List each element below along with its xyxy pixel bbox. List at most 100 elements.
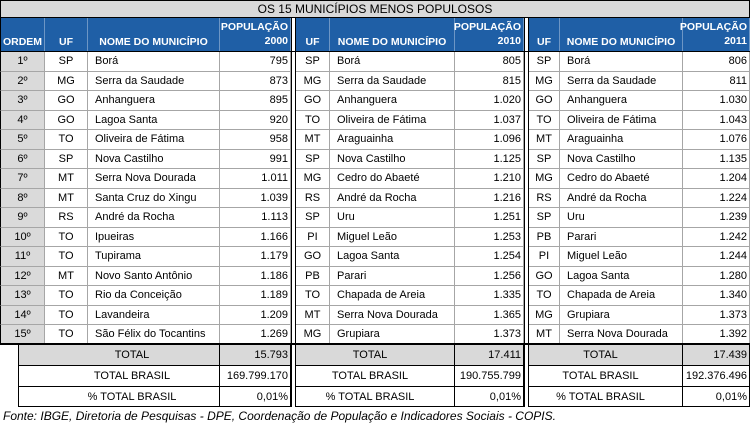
- uf-cell: RS: [296, 188, 330, 208]
- uf-cell: TO: [529, 110, 560, 130]
- municipio-cell: Borá: [330, 52, 455, 72]
- group-separator: [524, 52, 529, 72]
- ordem-cell: 7º: [0, 169, 45, 189]
- group-separator: [524, 18, 529, 51]
- populacao-cell: 795: [220, 52, 291, 72]
- municipio-cell: Serra Nova Dourada: [88, 169, 220, 189]
- uf-cell: GO: [45, 110, 88, 130]
- municipio-cell: Tupirama: [88, 247, 220, 267]
- uf-cell: MT: [45, 169, 88, 189]
- uf-cell: TO: [296, 110, 330, 130]
- populacao-cell: 1.210: [455, 169, 524, 189]
- municipio-cell: Nova Castilho: [88, 149, 220, 169]
- total-label: TOTAL: [296, 345, 455, 366]
- uf-cell: PB: [529, 227, 560, 247]
- populacao-cell: 1.365: [455, 305, 524, 325]
- col-header-municipio: NOME DO MUNICÍPIO: [330, 18, 455, 51]
- col-header-populacao-label: POPULAÇÃO: [453, 21, 521, 33]
- percent-brasil-label: % TOTAL BRASIL: [18, 387, 220, 407]
- municipio-cell: Oliveira de Fátima: [330, 110, 455, 130]
- uf-cell: GO: [529, 91, 560, 111]
- ordem-cell: 10º: [0, 227, 45, 247]
- uf-cell: RS: [45, 208, 88, 228]
- populacao-cell: 1.179: [220, 247, 291, 267]
- total-brasil-value: 190.755.799: [455, 366, 524, 387]
- municipio-cell: Araguainha: [560, 130, 683, 150]
- municipio-cell: Serra da Saudade: [560, 71, 683, 91]
- municipio-cell: Rio da Conceição: [88, 286, 220, 306]
- uf-cell: MG: [296, 71, 330, 91]
- ordem-cell: 5º: [0, 130, 45, 150]
- uf-cell: MT: [45, 266, 88, 286]
- group-separator: [524, 345, 529, 366]
- municipio-cell: Serra Nova Dourada: [560, 325, 683, 343]
- ordem-cell: 12º: [0, 266, 45, 286]
- municipio-cell: Serra da Saudade: [330, 71, 455, 91]
- group-separator: [291, 169, 296, 189]
- table-row: 7º MT Serra Nova Dourada 1.011 MG Cedro do Ab…: [0, 169, 750, 189]
- header-row: ORDEM UF NOME DO MUNICÍPIO POPULAÇÃO 200…: [0, 18, 750, 52]
- uf-cell: PI: [529, 247, 560, 267]
- table-row: 2º MG Serra da Saudade 873 MG Serra da Saudad…: [0, 71, 750, 91]
- municipio-cell: André da Rocha: [88, 208, 220, 228]
- ordem-cell: 4º: [0, 110, 45, 130]
- ordem-cell: 9º: [0, 208, 45, 228]
- uf-cell: TO: [45, 305, 88, 325]
- uf-cell: MG: [529, 169, 560, 189]
- populacao-cell: 920: [220, 110, 291, 130]
- col-header-year: 2000: [264, 35, 288, 47]
- municipio-cell: Oliveira de Fátima: [560, 110, 683, 130]
- populacao-cell: 1.039: [220, 188, 291, 208]
- total-brasil-value: 192.376.496: [683, 366, 750, 387]
- uf-cell: MT: [296, 305, 330, 325]
- municipio-cell: Novo Santo Antônio: [88, 266, 220, 286]
- total-value: 15.793: [220, 345, 291, 366]
- percent-brasil-label: % TOTAL BRASIL: [529, 387, 683, 407]
- uf-cell: TO: [45, 325, 88, 343]
- uf-cell: GO: [529, 266, 560, 286]
- group-separator: [291, 247, 296, 267]
- group-separator: [291, 325, 296, 343]
- blank-cell: [0, 366, 18, 387]
- group-separator: [291, 149, 296, 169]
- uf-cell: SP: [529, 208, 560, 228]
- populacao-cell: 1.239: [683, 208, 750, 228]
- populacao-cell: 873: [220, 71, 291, 91]
- uf-cell: SP: [529, 149, 560, 169]
- uf-cell: TO: [45, 247, 88, 267]
- populacao-cell: 1.076: [683, 130, 750, 150]
- municipio-cell: Oliveira de Fátima: [88, 130, 220, 150]
- municipio-cell: Cedro do Abaeté: [330, 169, 455, 189]
- group-separator: [524, 266, 529, 286]
- uf-cell: PB: [296, 266, 330, 286]
- municipio-cell: Anhanguera: [330, 91, 455, 111]
- group-separator: [291, 387, 296, 407]
- uf-cell: TO: [296, 286, 330, 306]
- uf-cell: GO: [45, 91, 88, 111]
- uf-cell: GO: [296, 247, 330, 267]
- group-separator: [524, 366, 529, 387]
- municipio-cell: Borá: [560, 52, 683, 72]
- ordem-cell: 13º: [0, 286, 45, 306]
- col-header-municipio: NOME DO MUNICÍPIO: [88, 18, 220, 51]
- total-label: TOTAL: [18, 345, 220, 366]
- total-brasil-label: TOTAL BRASIL: [529, 366, 683, 387]
- populacao-cell: 1.251: [455, 208, 524, 228]
- populacao-cell: 1.189: [220, 286, 291, 306]
- col-header-populacao-label: POPULAÇÃO: [220, 21, 288, 33]
- col-header-populacao: POPULAÇÃO 2000: [220, 18, 291, 51]
- municipio-cell: Lagoa Santa: [88, 110, 220, 130]
- ordem-cell: 14º: [0, 305, 45, 325]
- group-separator: [291, 18, 296, 51]
- table-row: 5º TO Oliveira de Fátima 958 MT Araguainha 1.0…: [0, 130, 750, 150]
- municipio-cell: Parari: [330, 266, 455, 286]
- uf-cell: MG: [45, 71, 88, 91]
- percent-brasil-value: 0,01%: [220, 387, 291, 407]
- uf-cell: TO: [45, 227, 88, 247]
- group-separator: [524, 305, 529, 325]
- group-separator: [291, 366, 296, 387]
- group-separator: [291, 91, 296, 111]
- municipio-cell: André da Rocha: [560, 188, 683, 208]
- table-title: OS 15 MUNICÍPIOS MENOS POPULOSOS: [0, 0, 750, 18]
- populacao-cell: 1.186: [220, 266, 291, 286]
